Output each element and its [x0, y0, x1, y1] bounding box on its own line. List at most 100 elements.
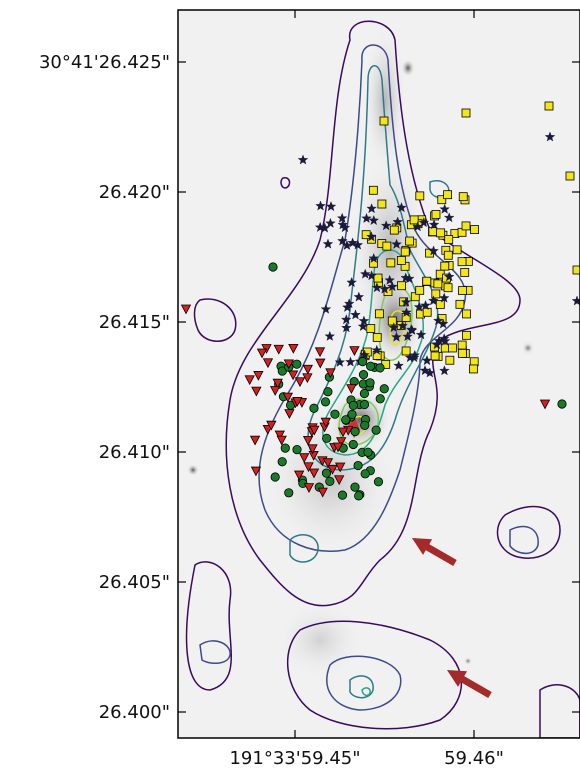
- marker-square: [415, 285, 425, 295]
- marker-star: [334, 356, 346, 367]
- marker-circle: [557, 399, 567, 409]
- marker-circle: [358, 370, 369, 380]
- marker-triangle: [320, 417, 331, 428]
- marker-star: [439, 365, 450, 376]
- marker-circle: [363, 447, 373, 457]
- marker-triangle: [335, 462, 346, 473]
- marker-square: [382, 241, 392, 251]
- contour-layer: [185, 20, 580, 738]
- marker-star: [324, 330, 336, 341]
- marker-square: [452, 245, 462, 255]
- y-tick-label: 26.405": [99, 572, 170, 593]
- marker-square: [462, 330, 471, 340]
- marker-triangle: [349, 346, 360, 356]
- marker-triangle: [251, 386, 262, 397]
- marker-circle: [323, 387, 333, 397]
- marker-triangle: [292, 396, 303, 407]
- marker-circle: [375, 394, 385, 404]
- marker-triangle: [332, 442, 344, 453]
- marker-triangle: [262, 358, 274, 369]
- marker-circle: [292, 359, 302, 369]
- marker-square: [443, 250, 453, 260]
- marker-star: [409, 349, 421, 360]
- contour-line: [496, 505, 561, 559]
- marker-star: [357, 320, 369, 332]
- marker-star: [359, 268, 371, 279]
- marker-triangle: [299, 453, 310, 464]
- y-tick-label: 26.400": [99, 702, 170, 723]
- marker-star: [431, 339, 443, 350]
- marker-circle: [360, 420, 370, 430]
- marker-star: [412, 221, 423, 232]
- marker-square: [368, 185, 378, 195]
- y-tick-label: 26.410": [99, 442, 170, 463]
- marker-circle: [366, 361, 376, 371]
- contour-line: [199, 640, 231, 665]
- marker-star: [325, 217, 336, 228]
- marker-square: [366, 324, 376, 333]
- marker-square: [379, 116, 389, 126]
- marker-star: [428, 219, 440, 230]
- marker-star: [366, 231, 377, 242]
- marker-triangle: [307, 444, 318, 455]
- marker-square: [458, 286, 467, 295]
- marker-circle: [268, 262, 278, 272]
- marker-circle: [320, 397, 331, 407]
- contour-line: [185, 561, 232, 691]
- marker-star: [428, 295, 439, 306]
- marker-square: [458, 192, 468, 202]
- marker-star: [424, 367, 436, 378]
- marker-star: [347, 237, 358, 248]
- marker-star: [418, 217, 430, 228]
- marker-star: [368, 252, 380, 263]
- marker-square: [436, 228, 446, 238]
- marker-circle: [379, 384, 389, 394]
- contour-line: [338, 398, 379, 446]
- marker-star: [432, 315, 444, 326]
- marker-triangle: [322, 458, 334, 469]
- marker-circle: [348, 400, 358, 411]
- marker-square: [444, 235, 454, 244]
- marker-square: [544, 101, 554, 111]
- marker-triangle: [346, 384, 357, 394]
- contour-line: [509, 525, 539, 555]
- marker-star: [404, 352, 416, 363]
- marker-triangle: [283, 359, 294, 370]
- marker-square: [433, 279, 443, 289]
- marker-star: [341, 322, 352, 333]
- marker-circle: [358, 357, 368, 367]
- marker-star: [439, 203, 450, 214]
- galaxy-glow-blob: [187, 464, 199, 476]
- x-tick-label: 59.46": [444, 748, 504, 769]
- marker-star: [371, 344, 383, 355]
- contour-line: [361, 687, 371, 697]
- marker-triangle: [288, 343, 299, 354]
- marker-square: [461, 108, 471, 118]
- marker-triangle: [309, 425, 320, 436]
- marker-circle: [321, 468, 332, 478]
- marker-star: [438, 292, 450, 303]
- marker-square: [361, 230, 371, 240]
- marker-square: [400, 247, 410, 257]
- marker-star: [419, 365, 431, 376]
- marker-star: [325, 201, 337, 212]
- marker-triangle: [315, 358, 326, 369]
- marker-star: [391, 238, 402, 249]
- marker-triangle: [308, 468, 320, 479]
- marker-square: [457, 257, 467, 267]
- marker-circle: [341, 415, 351, 425]
- marker-square: [565, 171, 575, 181]
- contour-line: [539, 684, 580, 738]
- marker-triangle: [302, 364, 313, 375]
- marker-triangle: [273, 344, 284, 355]
- y-tick-label: 30°41'26.425": [39, 52, 170, 73]
- marker-square: [397, 281, 406, 291]
- marker-star: [443, 271, 455, 282]
- marker-star: [401, 307, 412, 318]
- marker-triangle: [336, 437, 347, 447]
- marker-circle: [359, 388, 370, 399]
- marker-star: [384, 274, 395, 285]
- marker-triangle: [317, 487, 328, 498]
- marker-circle: [277, 457, 287, 467]
- marker-square: [396, 256, 406, 265]
